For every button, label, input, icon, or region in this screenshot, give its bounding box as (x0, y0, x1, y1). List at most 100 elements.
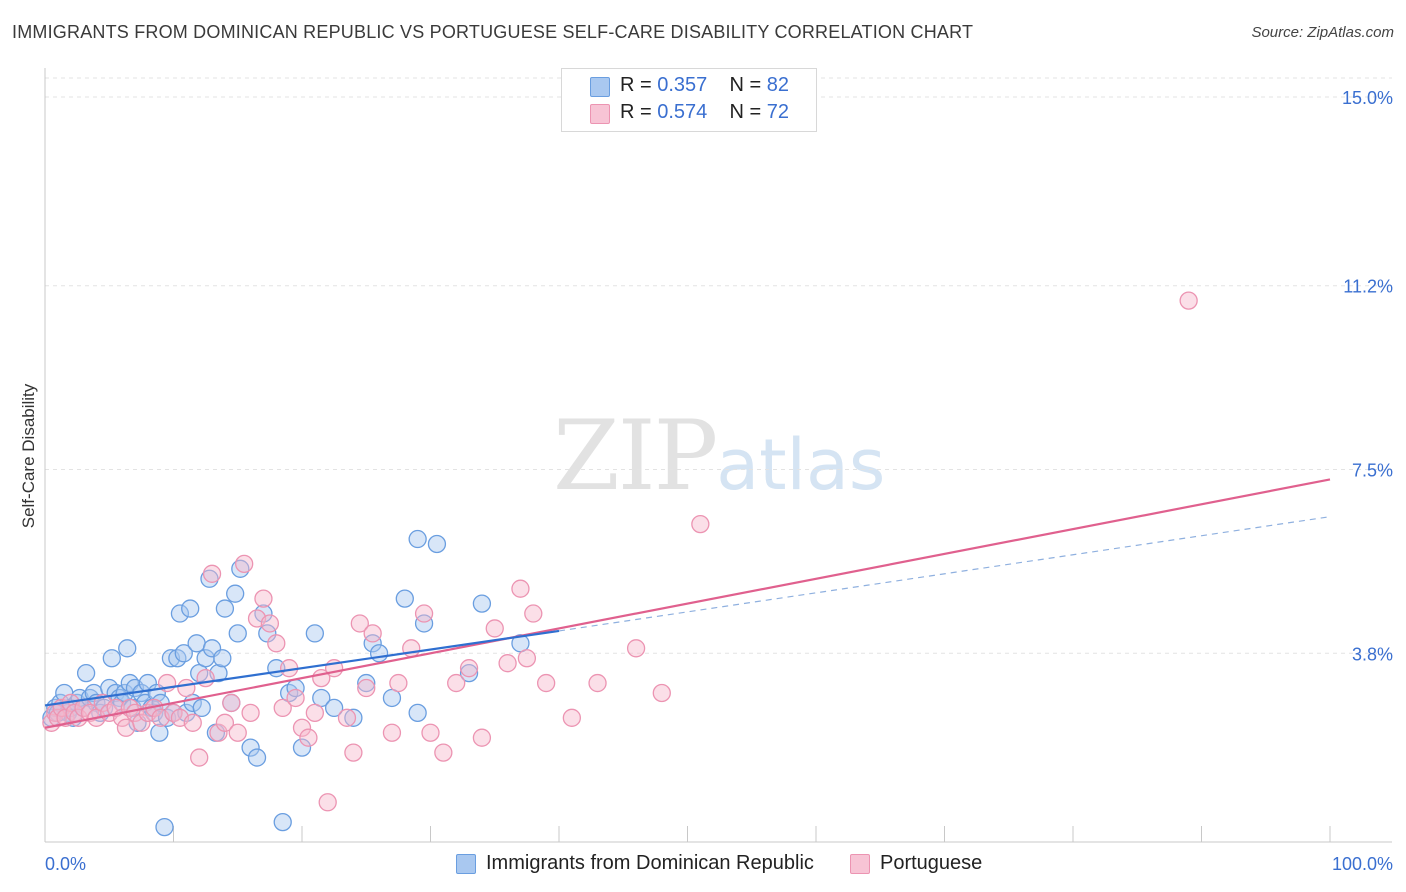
portuguese-point-53 (363, 624, 382, 643)
dominican-point-48 (192, 698, 211, 718)
y-tick-label-0: 3.8% (1352, 644, 1393, 664)
portuguese-point-32 (222, 693, 241, 713)
portuguese-point-42 (286, 688, 305, 708)
legend-swatch-pink (590, 104, 610, 124)
portuguese-point-50 (344, 743, 363, 762)
portuguese-point-27 (190, 748, 209, 767)
portuguese-point-58 (421, 723, 440, 742)
dominican-point-44 (181, 599, 200, 618)
dominican-point-69 (305, 624, 325, 643)
legend-n-label-1: N = (729, 74, 762, 96)
trend-line-dominican (44, 629, 560, 707)
portuguese-point-64 (498, 654, 517, 673)
dominican-point-74 (363, 634, 382, 653)
portuguese-point-40 (273, 698, 292, 718)
legend-text-dominican: R = 0.357 N = 82 (620, 74, 789, 97)
portuguese-point-73 (691, 514, 710, 534)
dominican-point-81 (472, 594, 492, 613)
dominican-point-24 (120, 673, 139, 693)
portuguese-point-54 (382, 723, 402, 742)
portuguese-point-71 (626, 639, 646, 658)
dominican-point-55 (215, 599, 235, 618)
trend-lines (44, 478, 1331, 729)
portuguese-point-33 (228, 723, 247, 742)
x-tick-label-1: 100.0% (1332, 854, 1393, 874)
y-tick-label-2: 11.2% (1343, 277, 1393, 297)
dominican-point-18 (102, 649, 121, 668)
legend-swatch-blue (590, 77, 610, 97)
portuguese-point-31 (215, 713, 235, 732)
portuguese-point-66 (517, 649, 537, 668)
dominican-point-50 (200, 569, 219, 588)
portuguese-point-30 (209, 723, 228, 742)
bottom-legend-label-dominican: Immigrants from Dominican Republic (486, 852, 814, 874)
dominican-point-78 (408, 703, 427, 723)
x-tick-label-0: 0.0% (45, 854, 86, 874)
dominican-point-72 (344, 708, 363, 727)
portuguese-point-60 (447, 673, 466, 693)
dominican-point-71 (324, 698, 344, 718)
dominican-point-58 (228, 624, 247, 643)
trend-line-portuguese (44, 478, 1331, 729)
portuguese-point-61 (459, 659, 479, 678)
dominican-point-11 (76, 663, 96, 683)
portuguese-point-63 (485, 619, 504, 638)
portuguese-point-26 (183, 713, 202, 732)
dominican-point-73 (357, 673, 376, 693)
legend-r-label-1: R = (620, 74, 652, 96)
chart-title: IMMIGRANTS FROM DOMINICAN REPUBLIC VS PO… (12, 22, 974, 42)
legend-r-label-2: R = (620, 101, 652, 123)
y-tick-label-1: 7.5% (1352, 461, 1393, 481)
portuguese-point-39 (267, 634, 286, 653)
portuguese-point-59 (434, 743, 453, 762)
dominican-point-68 (292, 738, 312, 757)
portuguese-point-44 (299, 728, 318, 747)
portuguese-point-70 (588, 673, 607, 693)
portuguese-point-62 (472, 728, 492, 747)
y-tick-label-3: 15.0% (1342, 88, 1393, 108)
portuguese-point-25 (177, 678, 196, 698)
y-axis-title: Self-Care Disability (19, 383, 38, 528)
axis-labels: 3.8% 7.5% 11.2% 15.0% 0.0% 100.0% Self-Care Di… (19, 88, 1393, 874)
dominican-point-80 (459, 663, 479, 683)
portuguese-point-13 (106, 698, 125, 718)
bottom-legend-swatch-blue (456, 854, 476, 874)
dominican-point-79 (414, 614, 434, 633)
watermark-zip: ZIP (553, 400, 718, 512)
portuguese-point-43 (292, 718, 312, 737)
portuguese-point-52 (357, 678, 376, 698)
portuguese-point-65 (511, 579, 530, 598)
portuguese-point-37 (254, 589, 273, 608)
portuguese-point-72 (652, 683, 671, 703)
legend-r-value-1: 0.357 (657, 74, 708, 96)
chart-source: Source: ZipAtlas.com (1251, 24, 1394, 41)
portuguese-point-69 (562, 708, 581, 727)
portuguese-point-74 (1179, 291, 1198, 310)
portuguese-point-38 (260, 614, 280, 633)
dominican-point-65 (273, 812, 292, 832)
portuguese-point-18 (132, 713, 151, 732)
watermark: ZIPatlas (553, 400, 885, 512)
portuguese-point-29 (202, 564, 222, 583)
bottom-legend-swatch-pink (850, 854, 870, 874)
dominican-point-84 (427, 534, 447, 554)
axes (44, 68, 1392, 843)
dominican-point-61 (247, 748, 267, 767)
portuguese-point-68 (537, 673, 556, 693)
portuguese-point-47 (318, 793, 337, 812)
portuguese-point-67 (524, 604, 543, 623)
bottom-legend-label-portuguese: Portuguese (880, 852, 983, 874)
portuguese-point-55 (389, 673, 408, 693)
portuguese-point-51 (350, 614, 369, 633)
dominican-point-77 (395, 589, 414, 608)
legend-n-value-2: 72 (766, 101, 790, 123)
trend-line-dominican-extension (558, 516, 1331, 632)
dominican-point-34 (150, 723, 169, 742)
portuguese-point-45 (305, 703, 325, 723)
dominican-point-41 (170, 604, 190, 623)
legend-text-portuguese: R = 0.574 N = 72 (620, 101, 789, 124)
portuguese-point-15 (116, 718, 136, 737)
dominican-point-42 (174, 644, 193, 663)
legend-n-value-1: 82 (766, 74, 790, 96)
